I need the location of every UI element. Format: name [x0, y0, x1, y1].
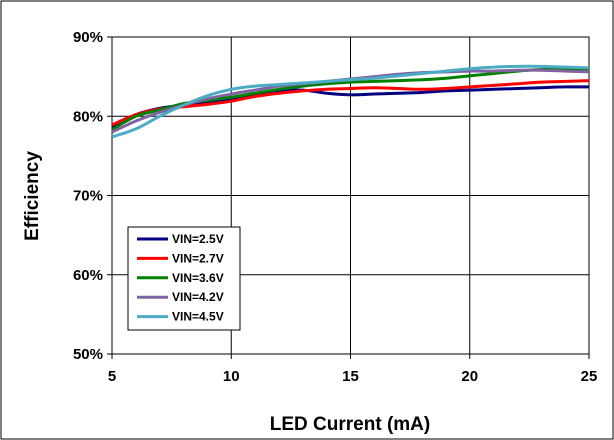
- legend-label: VIN=3.6V: [172, 271, 224, 285]
- y-tick-label: 60%: [73, 267, 103, 284]
- legend-label: VIN=2.7V: [172, 251, 224, 265]
- legend-label: VIN=4.5V: [172, 310, 224, 324]
- y-tick-label: 50%: [73, 346, 103, 363]
- y-tick-label: 70%: [73, 188, 103, 205]
- legend: VIN=2.5V VIN=2.7V VIN=3.6V VIN=4.2V VIN=4.5V: [127, 226, 241, 331]
- legend-label: VIN=2.5V: [172, 232, 224, 246]
- x-tick-label: 15: [342, 368, 359, 385]
- x-axis-title: LED Current (mA): [270, 414, 430, 435]
- x-tick-label: 5: [108, 368, 116, 385]
- series-layer: [111, 64, 590, 139]
- series-line: [111, 79, 590, 127]
- tick-layer: 50% 60% 70% 80% 90% 5 10 15 20 25: [73, 29, 597, 385]
- y-tick-label: 80%: [73, 108, 103, 125]
- legend-label: VIN=4.2V: [172, 290, 224, 304]
- x-tick-label: 25: [581, 368, 598, 385]
- x-tick-label: 10: [223, 368, 240, 385]
- y-axis-title: Efficiency: [22, 151, 43, 241]
- series-line: [111, 64, 590, 139]
- y-tick-label: 90%: [73, 29, 103, 46]
- x-tick-label: 20: [461, 368, 478, 385]
